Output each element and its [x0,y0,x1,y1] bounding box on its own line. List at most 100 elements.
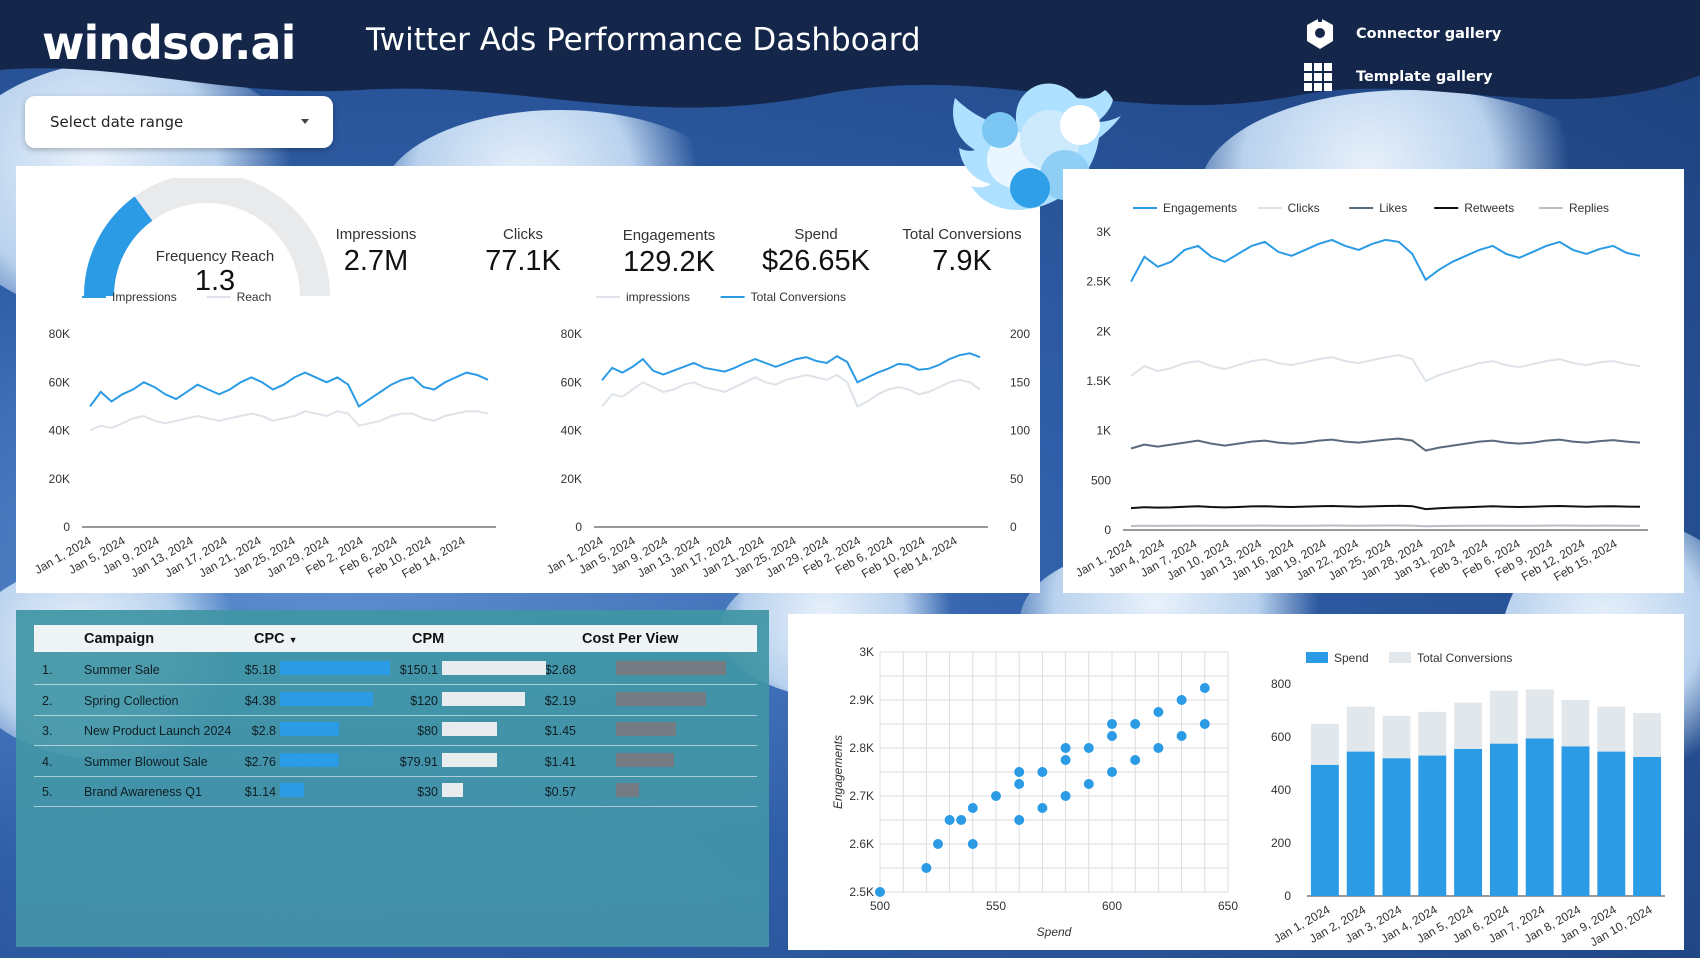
x-axis-label: Spend [1037,925,1072,939]
bar-total-conversions [1561,699,1590,747]
table-row[interactable]: 5. Brand Awareness Q1 $1.14 $30 $0.57 [34,777,757,807]
series-line-impressions [89,371,489,408]
kpi-label: Clicks [503,226,543,243]
cpc-bar [280,752,339,767]
kpi-clicks: Clicks 77.1K [453,226,593,278]
table-row[interactable]: 3. New Product Launch 2024 $2.8 $80 $1.45 [34,716,757,746]
y-tick-label: 60K [49,375,70,389]
bar-spend [1346,751,1375,896]
y-tick-label: 2.5K [849,885,874,899]
series-line-likes [1130,437,1641,452]
template-gallery-link[interactable]: Template gallery [1304,63,1492,91]
y-tick-label: 2.7K [849,789,874,803]
column-cpc[interactable]: CPC ▼ [254,631,298,647]
scatter-point [1199,683,1210,693]
table-row[interactable]: 4. Summer Blowout Sale $2.76 $79.91 $1.41 [34,747,757,777]
y-tick-label: 3K [1096,225,1111,239]
y2-tick-label: 0 [1010,520,1017,534]
y-tick-label: 800 [1271,677,1291,691]
windsor-logo[interactable]: windsor.ai [42,16,296,70]
cpc-bar [280,661,390,675]
column-cpm[interactable]: CPM [412,631,445,647]
row-index: 2. [42,693,53,708]
bar-total-conversions [1525,689,1554,739]
connector-gallery-label: Connector gallery [1356,26,1502,42]
cpv-bar [616,722,676,736]
row-cpc: $4.38 [244,693,276,708]
kpi-value: 77.1K [485,245,561,277]
row-cpc: $2.8 [251,724,276,738]
legend-label: Spend [1334,651,1369,665]
row-index: 1. [42,663,53,677]
row-cpv: $1.45 [544,724,576,738]
scatter-point [956,815,967,825]
dashboard-title: Twitter Ads Performance Dashboard [366,22,921,58]
kpi-value: 129.2K [623,246,715,278]
connector-gallery-link[interactable]: Connector gallery [1307,16,1502,49]
legend-label: Reach [237,290,272,304]
spend-engagements-scatter: 2.5K 2.6K 2.7K 2.8K 2.9K 3K 500 550 600 650 Spend E… [831,645,1238,939]
scatter-point [1153,743,1164,753]
row-index: 5. [42,785,53,799]
scatter-point [991,791,1001,801]
frequency-gauge [84,178,330,297]
y-tick-label: 2.6K [849,837,874,851]
y-tick-label: 60K [561,375,582,389]
scatter-point [933,839,943,849]
bar-total-conversions [1382,715,1411,759]
x-tick-label: 500 [870,899,890,913]
row-cpc: $1.14 [244,785,276,799]
scatter-point [967,803,978,813]
bar-panel: 0 200 400 600 800 Jan 1, 2024 Jan 2, 2024 Jan 3… [1240,614,1684,950]
cpv-bar [616,783,640,797]
y-tick-label: 0 [575,520,582,534]
cpc-bar [280,783,305,797]
cpm-bar [442,783,463,797]
table-row[interactable]: 1. Summer Sale $5.18 $150.1 $2.68 [34,655,757,685]
bar-total-conversions [1633,713,1662,757]
scatter-point [1130,719,1141,729]
scatter-point [1199,719,1210,729]
bar-spend [1454,748,1483,896]
x-tick-label: 550 [986,899,1006,913]
bar-total-conversions [1489,690,1518,744]
kpi-value: $26.65K [761,245,871,277]
scatter-point [1107,731,1117,741]
y-tick-label: 20K [49,472,70,486]
kpi-value: 2.7M [343,245,409,277]
y-tick-label: 40K [561,424,582,438]
y-tick-label: 1.5K [1086,374,1111,388]
row-campaign: Summer Blowout Sale [84,754,208,769]
scatter-point [1037,803,1048,813]
kpi-label: Spend [794,226,838,243]
grid-icon [1304,63,1332,91]
legend-label: Retweets [1464,201,1514,215]
kpi-spend: Spend $26.65K [726,226,906,278]
bar-spend [1489,743,1518,896]
y-tick-label: 0 [63,520,70,534]
row-cpv: $1.41 [544,754,576,769]
kpi-label: Impressions [335,226,417,243]
scatter-point [1176,731,1187,741]
y2-tick-label: 50 [1010,472,1024,486]
row-campaign: Summer Sale [84,663,160,677]
campaign-table-panel: Campaign CPC ▼ CPM Cost Per View 1. Summe… [16,610,769,947]
cpm-bar [442,722,498,736]
gauge-label: Frequency Reach [155,248,275,265]
cpc-bar [280,722,340,736]
row-cpv: $2.19 [544,693,576,708]
column-campaign[interactable]: Campaign [84,631,155,647]
cpv-bar [616,661,726,675]
table-row[interactable]: 2. Spring Collection $4.38 $120 $2.19 [34,686,757,716]
date-range-select[interactable]: Select date range [25,96,333,148]
header-banner [0,0,1700,108]
legend-label: Impressions [112,290,177,304]
column-cost-per-view[interactable]: Cost Per View [582,631,679,647]
row-cpm: $79.91 [399,754,438,769]
cpm-bar [442,661,546,675]
row-campaign: Brand Awareness Q1 [84,785,202,799]
row-cpm: $30 [417,785,438,799]
